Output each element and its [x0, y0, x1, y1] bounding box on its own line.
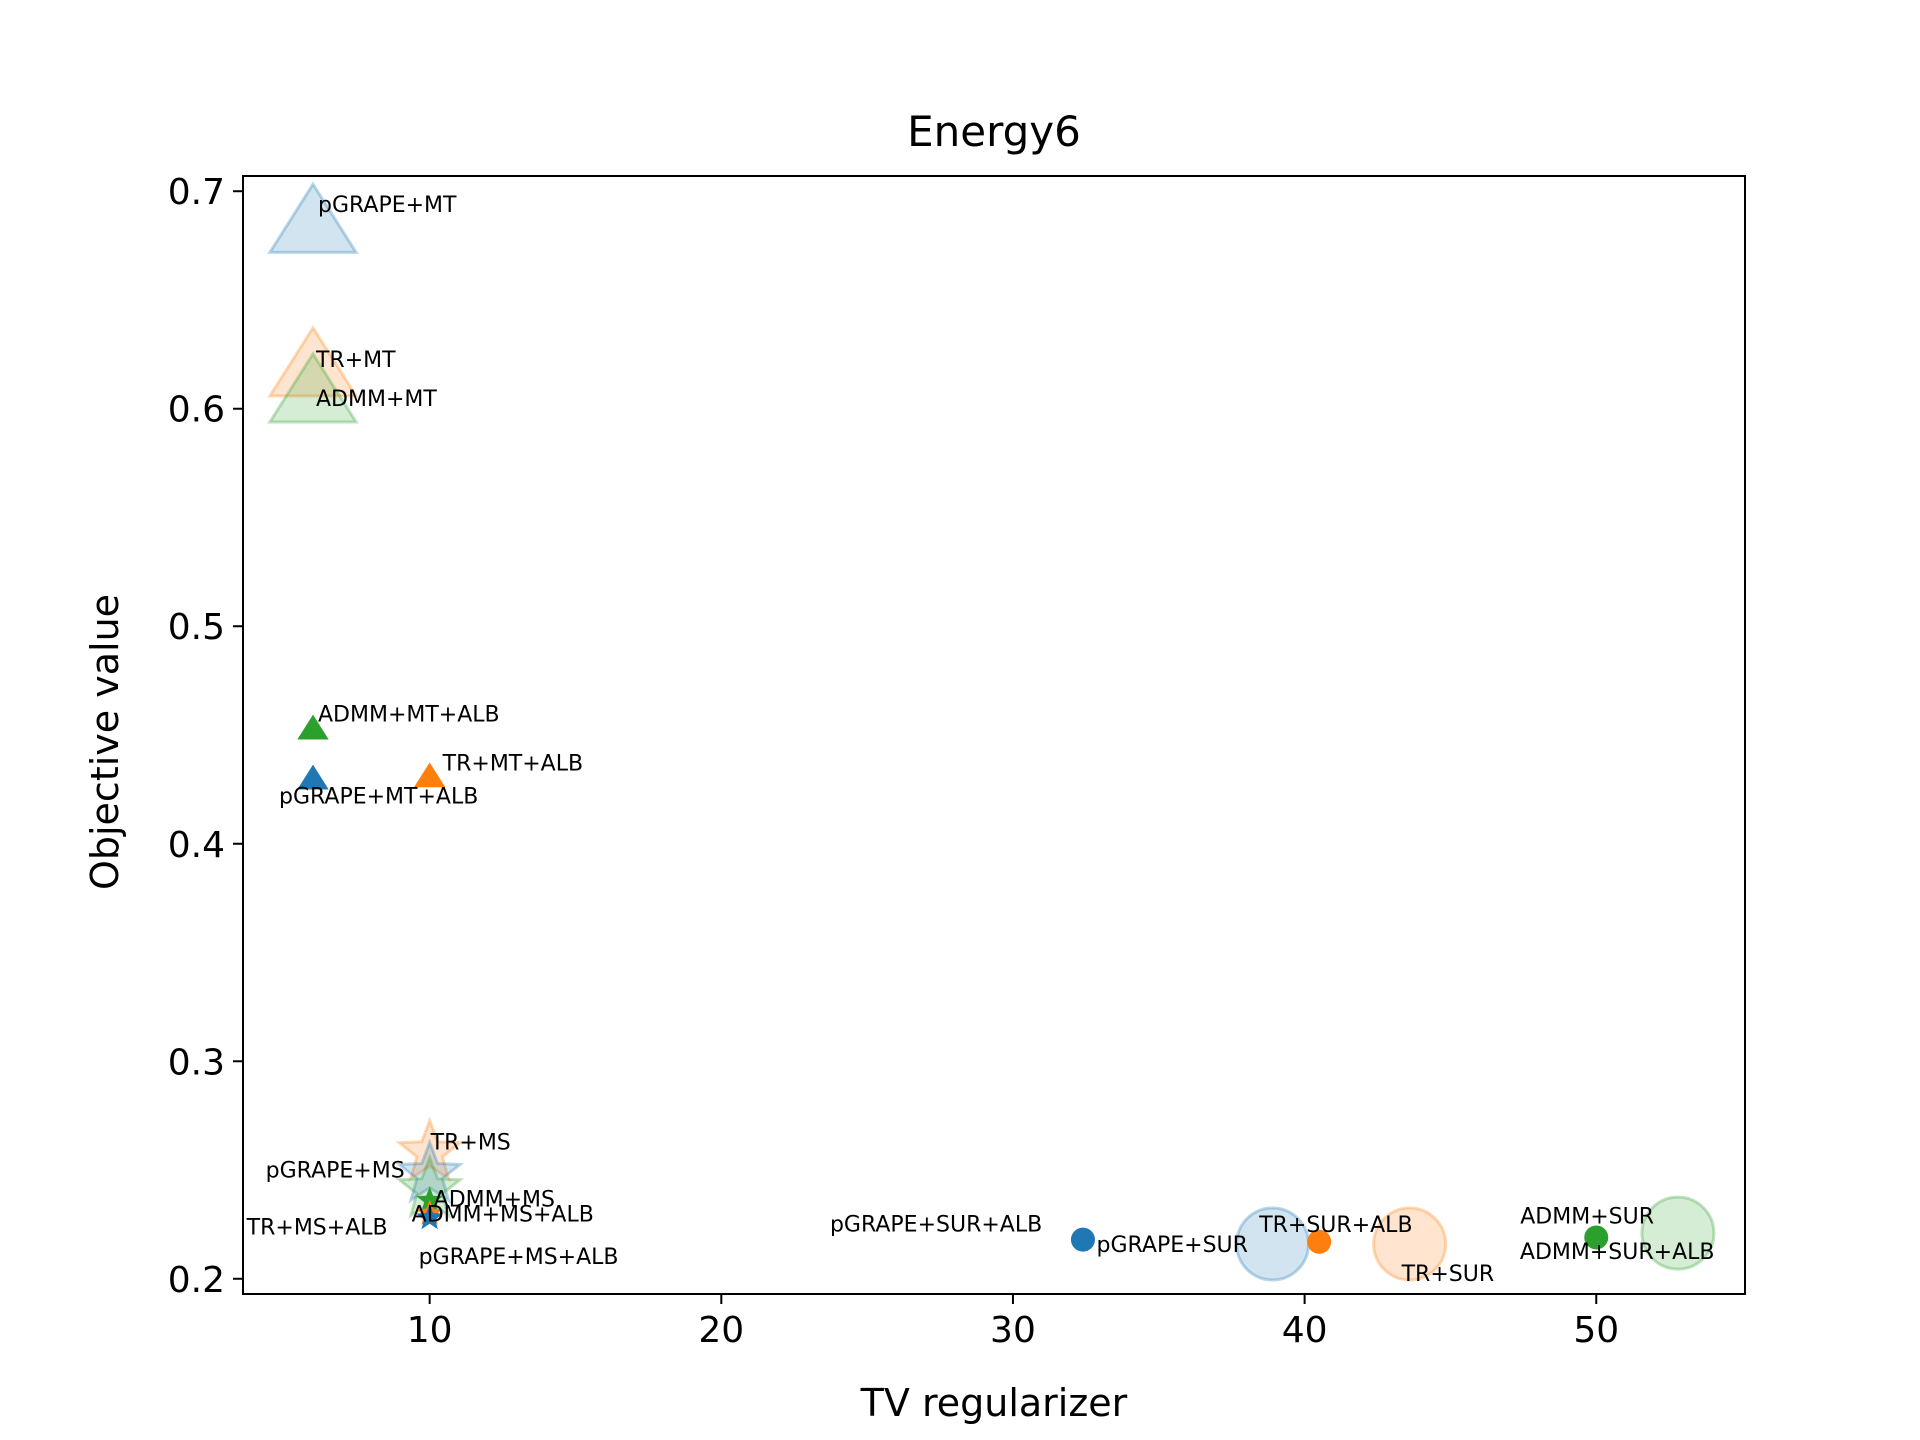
point-label: TR+SUR	[1401, 1262, 1495, 1287]
data-point-pgrape-mt	[267, 181, 359, 254]
x-tick-label: 20	[698, 1310, 744, 1351]
data-point-pgrape-ms-alb	[416, 1203, 443, 1230]
x-tick-label: 30	[990, 1310, 1036, 1351]
point-label: pGRAPE+MS+ALB	[419, 1245, 619, 1270]
point-label: ADMM+SUR+ALB	[1520, 1240, 1715, 1265]
data-point-pgrape-mt-alb	[297, 764, 329, 790]
x-tick-label: 50	[1573, 1310, 1619, 1351]
point-label: ADMM+MT	[316, 387, 437, 412]
point-label: TR+MS+ALB	[246, 1216, 388, 1241]
x-tick-label: 40	[1282, 1310, 1328, 1351]
point-label: ADMM+MS	[434, 1188, 555, 1213]
plot-area-frame	[242, 175, 1746, 1295]
point-label: ADMM+MS+ALB	[412, 1202, 594, 1227]
point-label: pGRAPE+SUR+ALB	[830, 1213, 1042, 1238]
y-tick-label: 0.7	[168, 172, 225, 213]
data-point-pgrape-sur-alb	[1070, 1227, 1095, 1252]
data-point-tr-sur	[1372, 1206, 1448, 1282]
axis-ticks: 10 20 30 40 50 0.2 0.3 0.4 0.5 0.6 0.7	[168, 172, 1619, 1351]
chart-title: Energy6	[907, 107, 1081, 156]
data-point-tr-ms	[395, 1116, 465, 1182]
data-point-tr-mt-alb	[413, 762, 446, 788]
point-label: pGRAPE+SUR	[1097, 1233, 1248, 1258]
point-label: ADMM+SUR	[1520, 1204, 1654, 1229]
y-tick-label: 0.3	[168, 1042, 225, 1083]
data-points	[267, 181, 1716, 1282]
point-label: ADMM+MT+ALB	[318, 703, 500, 728]
y-axis-label: Objective value	[83, 594, 127, 890]
data-point-tr-mt	[267, 324, 359, 398]
y-tick-label: 0.4	[168, 825, 225, 866]
y-tick-label: 0.2	[168, 1260, 225, 1301]
y-tick-label: 0.5	[168, 607, 225, 648]
point-labels: pGRAPE+MT TR+MT ADMM+MT ADMM+MT+ALB pGRAPE+M…	[246, 193, 1715, 1287]
point-label: TR+SUR+ALB	[1258, 1213, 1412, 1238]
data-point-admm-mt	[267, 351, 359, 424]
point-label: pGRAPE+MS	[266, 1158, 405, 1183]
data-point-tr-sur-alb	[1307, 1229, 1332, 1254]
x-axis-label: TV regularizer	[860, 1381, 1128, 1425]
y-tick-label: 0.6	[168, 390, 225, 431]
point-label: TR+MT	[315, 348, 396, 373]
point-label: TR+MT+ALB	[442, 752, 583, 777]
data-point-admm-ms-alb	[416, 1186, 443, 1212]
x-tick-label: 10	[407, 1310, 453, 1351]
data-point-admm-sur-alb	[1640, 1195, 1716, 1271]
data-point-admm-sur	[1584, 1225, 1609, 1250]
data-point-admm-mt-alb	[297, 714, 329, 740]
point-label: pGRAPE+MT	[318, 193, 457, 218]
point-label: pGRAPE+MT+ALB	[279, 785, 478, 810]
point-label: TR+MS	[430, 1131, 511, 1156]
